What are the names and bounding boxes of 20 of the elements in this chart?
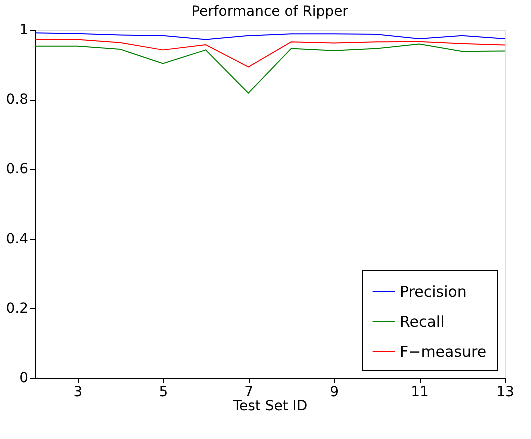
x-axis-title: Test Set ID — [232, 398, 308, 414]
y-tick-label: 0 — [20, 370, 28, 386]
line-series — [34, 32, 506, 40]
x-tick-label: 13 — [496, 384, 514, 400]
x-tick-label: 11 — [411, 384, 429, 400]
chart-title: Performance of Ripper — [192, 4, 349, 20]
y-tick-label: 1 — [20, 22, 28, 38]
x-tick-label: 3 — [74, 384, 83, 400]
line-series — [34, 44, 506, 94]
y-tick-label: 0.8 — [6, 92, 28, 108]
x-tick-label: 9 — [330, 384, 340, 400]
y-tick-label: 0.6 — [6, 162, 29, 178]
legend-label: Recall — [400, 313, 445, 331]
legend-label: F−measure — [400, 343, 487, 361]
x-tick-label: 5 — [159, 384, 168, 400]
line-series — [34, 39, 506, 68]
y-tick-label: 0.4 — [6, 231, 29, 248]
x-tick-label: 7 — [244, 384, 254, 400]
legend-label: Precision — [400, 283, 467, 301]
y-tick-label: 0.2 — [6, 300, 28, 317]
